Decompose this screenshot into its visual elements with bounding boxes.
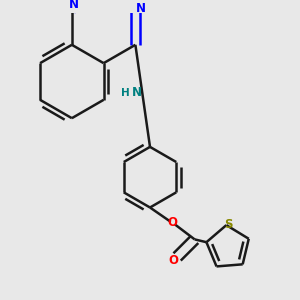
Text: S: S (224, 218, 232, 231)
Text: N: N (136, 2, 146, 15)
Text: H: H (121, 88, 130, 98)
Text: O: O (168, 254, 178, 267)
Text: O: O (167, 216, 177, 229)
Text: N: N (68, 0, 78, 11)
Text: N: N (131, 86, 142, 99)
